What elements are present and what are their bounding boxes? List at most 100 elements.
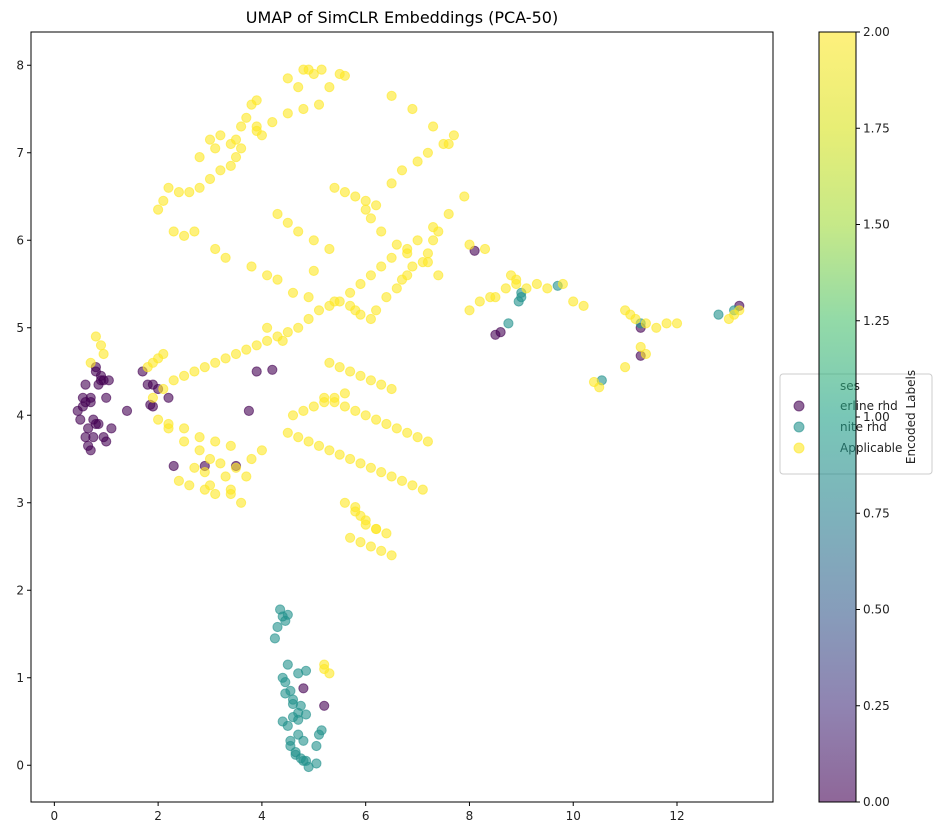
- data-point: [293, 432, 304, 443]
- data-point: [280, 677, 291, 688]
- data-point: [339, 70, 350, 81]
- data-point: [246, 453, 257, 465]
- data-point: [215, 130, 226, 141]
- data-point: [215, 165, 226, 176]
- data-point: [386, 178, 397, 189]
- data-point: [210, 357, 221, 368]
- data-point: [241, 344, 252, 355]
- data-point: [334, 449, 345, 460]
- data-point: [158, 195, 169, 206]
- data-point: [376, 379, 387, 390]
- data-point: [236, 121, 247, 132]
- data-point: [85, 397, 96, 408]
- data-point: [365, 313, 376, 325]
- data-point: [199, 362, 210, 373]
- data-point: [298, 683, 309, 694]
- data-point: [277, 335, 288, 346]
- data-point: [376, 467, 387, 478]
- data-point: [391, 283, 402, 294]
- data-point: [83, 440, 94, 451]
- data-point: [83, 423, 94, 434]
- data-point: [298, 103, 309, 115]
- data-point: [179, 370, 190, 381]
- data-point: [376, 545, 387, 557]
- data-point: [319, 663, 330, 675]
- data-point: [98, 432, 109, 443]
- data-point: [80, 379, 91, 390]
- data-point: [153, 204, 164, 215]
- data-point: [298, 735, 309, 746]
- data-point: [251, 125, 262, 136]
- data-point: [210, 436, 221, 447]
- data-point: [713, 309, 724, 320]
- data-point: [324, 300, 335, 311]
- data-point: [303, 292, 314, 303]
- x-axis: 0 2 4 6 8 10 12: [51, 802, 685, 823]
- data-point: [230, 348, 242, 360]
- data-point: [422, 147, 433, 158]
- data-point: [179, 423, 190, 434]
- data-point: [345, 453, 356, 465]
- data-point: [215, 458, 226, 469]
- data-point: [308, 265, 319, 276]
- data-point: [256, 445, 267, 456]
- data-point: [293, 714, 304, 725]
- data-point: [376, 226, 387, 237]
- data-point: [173, 475, 184, 486]
- data-point: [350, 191, 361, 202]
- colorbar-tick-label: 1.75: [863, 121, 890, 135]
- data-point: [194, 182, 205, 193]
- data-point: [236, 143, 247, 154]
- data-point: [225, 440, 236, 451]
- data-point: [303, 313, 314, 325]
- data-point: [396, 475, 408, 486]
- data-point: [513, 296, 524, 307]
- y-tick-label: 1: [16, 671, 24, 685]
- data-point: [324, 82, 335, 93]
- y-tick-label: 4: [16, 408, 24, 422]
- data-point: [412, 432, 423, 443]
- data-point: [355, 458, 366, 469]
- colorbar-tick-label: 0.75: [863, 506, 890, 520]
- data-point: [168, 460, 179, 472]
- data-point: [630, 313, 641, 325]
- data-point: [93, 418, 104, 430]
- data-point: [334, 296, 345, 307]
- data-point: [459, 191, 470, 202]
- x-tick-label: 8: [466, 809, 474, 823]
- colorbar-label: Encoded Labels: [904, 370, 918, 464]
- data-point: [189, 462, 200, 473]
- data-point: [386, 252, 397, 263]
- data-point: [204, 173, 216, 185]
- colorbar-tick-label: 0.50: [863, 603, 890, 617]
- data-point: [407, 261, 418, 272]
- data-point: [77, 392, 89, 403]
- data-point: [158, 383, 169, 395]
- colorbar-tick-label: 1.50: [863, 218, 890, 232]
- data-point: [290, 749, 301, 760]
- y-tick-label: 5: [16, 321, 24, 335]
- data-point: [428, 222, 439, 233]
- data-point: [422, 257, 433, 268]
- data-point: [230, 462, 242, 473]
- data-point: [220, 471, 231, 482]
- data-point: [557, 278, 569, 290]
- colorbar-ticks: 0.00 0.25 0.50 0.75 1.00 1.25 1.50 1.75 2.00: [856, 25, 890, 809]
- legend-marker-borderline: [793, 400, 805, 412]
- data-point: [220, 353, 231, 364]
- data-point: [88, 432, 99, 443]
- data-point: [360, 195, 371, 206]
- data-point: [168, 375, 179, 386]
- data-point: [640, 318, 652, 329]
- data-point: [184, 480, 195, 491]
- data-point: [282, 73, 293, 84]
- data-point: [262, 270, 273, 281]
- data-point: [479, 243, 491, 255]
- data-point: [402, 270, 413, 281]
- data-point: [464, 239, 475, 250]
- data-point: [295, 700, 306, 711]
- data-point: [282, 427, 293, 438]
- data-point: [308, 68, 319, 80]
- data-point: [402, 427, 413, 438]
- data-point: [391, 423, 402, 434]
